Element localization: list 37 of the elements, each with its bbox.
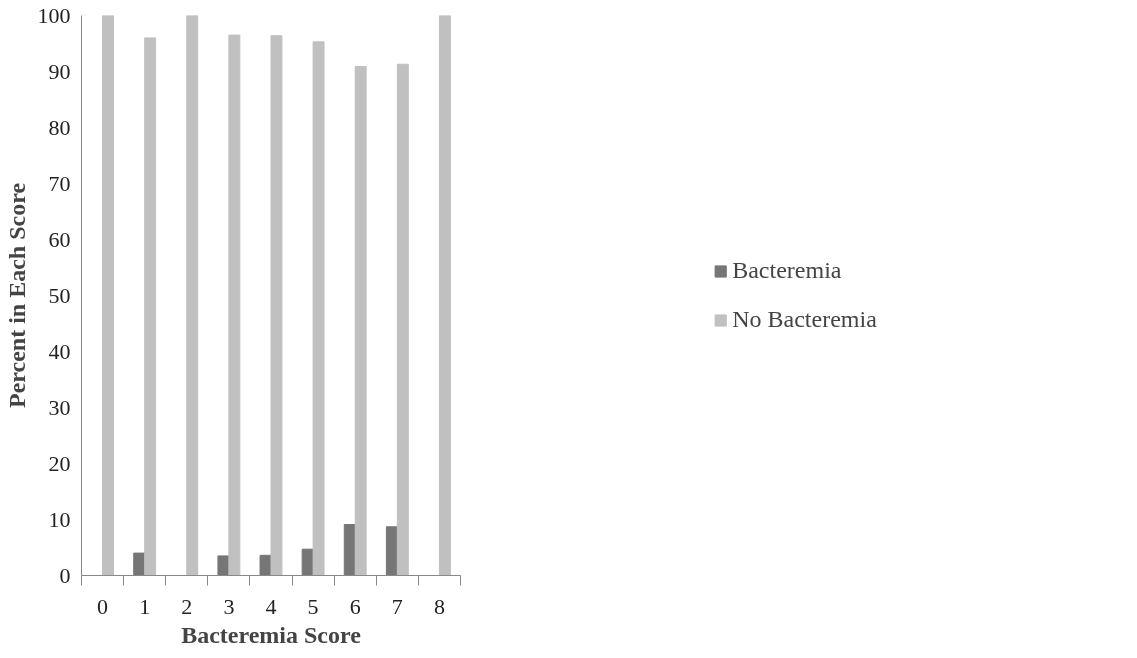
legend-label: Bacteremia — [732, 257, 842, 284]
y-tick-label: 0 — [59, 562, 71, 588]
bar — [396, 63, 409, 576]
x-tick-label: 5 — [307, 593, 319, 619]
bar — [385, 526, 398, 576]
y-tick-label: 30 — [48, 394, 71, 420]
y-tick-label: 70 — [48, 170, 71, 196]
y-tick-label: 100 — [37, 2, 71, 28]
bar — [228, 34, 241, 576]
x-tick-label: 1 — [139, 593, 151, 619]
x-axis-title: Bacteremia Score — [181, 621, 362, 648]
y-tick-label: 20 — [48, 450, 71, 476]
x-tick-label: 8 — [433, 593, 445, 619]
bar — [438, 15, 451, 576]
x-tick-label: 2 — [181, 593, 193, 619]
bar — [144, 37, 157, 576]
y-tick-label: 40 — [48, 338, 71, 364]
bar — [102, 15, 114, 576]
bar — [354, 65, 367, 576]
bar — [133, 552, 146, 576]
bar — [217, 555, 230, 576]
y-tick-label: 50 — [48, 282, 71, 308]
y-tick-label: 90 — [48, 58, 71, 84]
legend-label: No Bacteremia — [732, 306, 877, 333]
y-tick-label: 10 — [48, 506, 71, 532]
bar — [343, 524, 356, 576]
y-axis-title: Percent in Each Score — [3, 182, 30, 409]
y-tick-label: 80 — [48, 114, 71, 140]
bar — [312, 41, 325, 576]
bar — [270, 35, 283, 576]
bar — [186, 15, 199, 576]
x-tick-label: 6 — [349, 593, 361, 619]
y-tick-label: 60 — [48, 226, 71, 252]
x-tick-label: 4 — [265, 593, 277, 619]
x-tick-label: 0 — [97, 593, 109, 619]
x-tick-label: 3 — [223, 593, 235, 619]
x-tick-label: 7 — [391, 593, 403, 619]
